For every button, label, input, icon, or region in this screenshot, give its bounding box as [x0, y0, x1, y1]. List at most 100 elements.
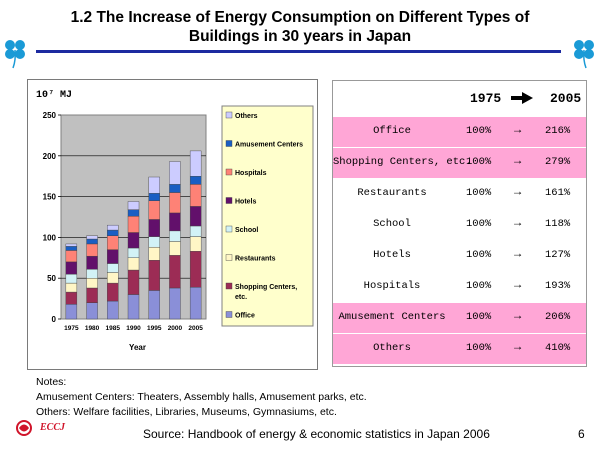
row-value-from: 100%: [466, 249, 492, 261]
y-tick-label: 50: [47, 274, 56, 283]
bar-segment: [148, 200, 160, 220]
source-citation: Source: Handbook of energy & economic st…: [143, 427, 490, 441]
x-tick-label: 1980: [85, 325, 100, 332]
clover-decoration-icon: [574, 40, 594, 69]
legend-swatch: [225, 197, 233, 204]
bar-segment: [148, 176, 160, 194]
bar-segment: [65, 261, 78, 275]
title-underline: [36, 50, 561, 53]
bar-segment: [189, 251, 202, 288]
legend-swatch: [225, 111, 233, 119]
growth-table: 1975 2005 Office 100% → 216% Shopping Center…: [332, 80, 587, 367]
slide-title: 1.2 The Increase of Energy Consumption o…: [40, 8, 560, 46]
clover-decoration-icon: [5, 40, 25, 69]
stacked-bar-chart: 0 50 100 150 200 250 10⁷ MJ 1975 1980 1985 1990 199…: [36, 90, 314, 352]
row-building-type: Amusement Centers: [338, 311, 446, 323]
row-value-to: 410%: [545, 342, 571, 354]
row-value-to: 193%: [545, 280, 571, 292]
row-building-type: Restaurants: [357, 187, 427, 199]
eccj-logo-icon: [16, 420, 32, 436]
row-building-type: Others: [373, 342, 411, 354]
row-value-to: 118%: [545, 218, 571, 230]
legend-swatch: [225, 140, 233, 147]
bar-segment: [169, 184, 181, 193]
legend-label: Office: [235, 313, 255, 320]
bar-segment: [107, 300, 119, 320]
bar-segment: [65, 291, 78, 305]
row-value-to: 206%: [545, 311, 571, 323]
x-axis-label: Year: [129, 343, 146, 352]
logo-text: ECCJ: [40, 422, 66, 433]
legend-label: Amusement Centers: [235, 142, 303, 149]
y-tick-label: 200: [43, 152, 57, 161]
notes-line-amusement: Amusement Centers: Theaters, Assembly ha…: [36, 391, 367, 403]
bar-segment: [86, 238, 98, 245]
row-building-type: Hotels: [373, 249, 411, 261]
bar-segment: [86, 243, 98, 257]
row-value-from: 100%: [466, 342, 492, 354]
bar-segment: [189, 150, 202, 177]
bar-segment: [127, 209, 140, 217]
notes-block: Notes: Amusement Centers: Theaters, Asse…: [36, 375, 367, 420]
row-value-from: 100%: [466, 125, 492, 137]
legend-swatch: [225, 311, 233, 318]
bar-segment: [65, 282, 78, 293]
row-arrow-icon: →: [514, 309, 522, 323]
bar-segment: [189, 286, 202, 320]
notes-heading: Notes:: [36, 376, 67, 388]
legend-label: Restaurants: [235, 256, 276, 263]
bar-segment: [86, 255, 98, 270]
bar-segment: [169, 161, 181, 185]
table-row: Shopping Centers, etc. 100% → 279%: [333, 148, 586, 178]
slide-title-line-2: Buildings in 30 years in Japan: [188, 28, 412, 45]
row-arrow-icon: →: [514, 340, 522, 354]
x-tick-label: 2005: [188, 325, 203, 332]
bar-segment: [107, 235, 119, 250]
notes-line-others: Others: Welfare facilities, Libraries, M…: [36, 406, 337, 418]
row-value-from: 100%: [466, 156, 492, 168]
table-header: 1975 2005: [333, 81, 586, 117]
bar-segment: [189, 236, 202, 252]
bar-segment: [65, 273, 78, 284]
bar-segment: [148, 290, 160, 320]
row-arrow-icon: →: [514, 154, 522, 168]
bar-segment: [189, 175, 202, 185]
bar-segment: [86, 287, 98, 303]
bar-segment: [148, 246, 160, 261]
bar-segment: [107, 224, 119, 231]
table-row: Others 100% → 410%: [333, 334, 586, 364]
x-tick-label: 1975: [64, 325, 79, 332]
legend-label: Hospitals: [235, 170, 267, 177]
legend-label: Hotels: [235, 199, 257, 206]
y-axis-label: 10⁷ MJ: [36, 90, 72, 101]
header-year-from: 1975: [470, 91, 502, 106]
bar-segment: [169, 241, 181, 256]
row-value-from: 100%: [466, 218, 492, 230]
legend-swatch: [225, 168, 233, 176]
bar-segment: [127, 257, 140, 271]
x-tick-label: 1985: [106, 325, 121, 332]
bar-segment: [107, 282, 119, 302]
bar-segment: [127, 215, 140, 233]
row-building-type: Hospitals: [363, 280, 421, 292]
row-value-from: 100%: [466, 187, 492, 199]
bar-segment: [86, 302, 98, 320]
x-tick-label: 2000: [168, 325, 183, 332]
bar-segment: [148, 236, 160, 248]
bar-segment: [189, 184, 202, 207]
bar-segment: [65, 243, 78, 247]
y-tick-label: 0: [52, 315, 57, 324]
legend-swatch: [225, 225, 233, 233]
slide-title-line-1: 1.2 The Increase of Energy Consumption o…: [70, 9, 530, 26]
bar-segment: [169, 255, 181, 289]
bar-segment: [148, 193, 160, 201]
bar-segment: [65, 250, 78, 263]
legend-swatch: [225, 254, 233, 261]
row-value-to: 216%: [545, 125, 571, 137]
bar-segment: [189, 206, 202, 227]
legend-label: Others: [235, 113, 258, 120]
bar-segment: [86, 235, 98, 240]
y-tick-label: 150: [43, 193, 57, 202]
bar-segment: [169, 192, 181, 214]
row-value-to: 161%: [545, 187, 571, 199]
